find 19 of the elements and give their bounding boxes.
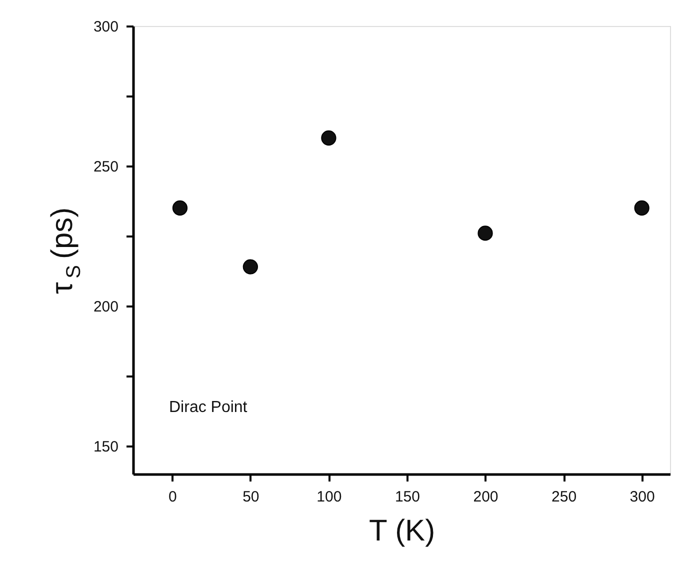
point <box>478 226 493 241</box>
x-tick-label: 0 <box>168 488 177 506</box>
x-tick-label: 50 <box>242 488 260 506</box>
y-tick-label: 300 <box>93 18 118 36</box>
y-tick-label: 200 <box>93 298 118 316</box>
point <box>172 200 188 216</box>
x-tick-label: 100 <box>316 488 342 506</box>
point <box>321 130 336 146</box>
annotation: Dirac Point <box>169 399 248 416</box>
x-tick-label: 200 <box>473 488 498 506</box>
y-tick-label: 250 <box>93 158 118 176</box>
y-axis-title: τS (ps) <box>46 207 85 294</box>
x-tick-label: 150 <box>394 488 420 506</box>
point <box>242 259 258 274</box>
y-tick-label: 150 <box>93 438 118 456</box>
point <box>634 200 650 216</box>
x-tick-label: 250 <box>552 488 577 506</box>
x-tick-label: 300 <box>630 488 655 506</box>
x-axis-title: T (K) <box>368 514 436 548</box>
